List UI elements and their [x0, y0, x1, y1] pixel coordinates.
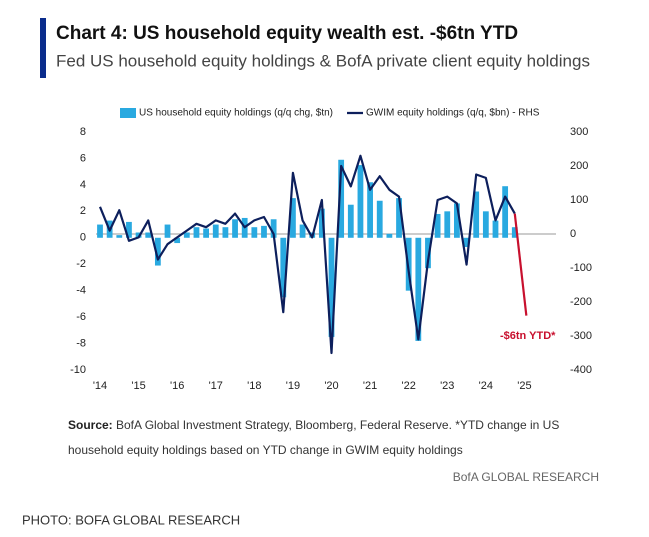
bar	[454, 203, 460, 238]
bar	[328, 237, 335, 337]
bar	[463, 237, 470, 248]
bar	[174, 237, 181, 244]
bar	[434, 213, 441, 238]
bar	[376, 200, 383, 238]
legend-swatch	[120, 108, 136, 118]
x-tick-label: '16	[170, 380, 184, 392]
chart-title: Chart 4: US household equity wealth est.…	[56, 23, 518, 44]
y-tick-label: -4	[76, 285, 86, 297]
bar	[183, 232, 190, 238]
x-tick-label: '22	[402, 380, 416, 392]
bar	[425, 237, 431, 269]
bar	[270, 219, 277, 238]
caption: PHOTO: BOFA GLOBAL RESEARCH	[22, 512, 240, 527]
bar	[251, 227, 258, 238]
bar	[212, 224, 219, 238]
line	[98, 154, 516, 355]
bar	[511, 227, 518, 238]
annotation: -$6tn YTD*	[500, 330, 556, 342]
x-tick-label: '24	[479, 380, 493, 392]
bar	[280, 237, 287, 298]
y-tick-label: 2	[80, 205, 86, 217]
legend-label: GWIM equity holdings (q/q, $bn) - RHS	[366, 108, 540, 119]
x-tick-label: '15	[131, 380, 145, 392]
x-tick-label: '25	[517, 380, 531, 392]
bar	[386, 233, 393, 238]
bar	[126, 221, 132, 238]
y2-tick-label: -100	[570, 262, 592, 274]
legend-label: US household equity holdings (q/q chg, $…	[139, 108, 333, 119]
bar	[135, 232, 142, 238]
y-tick-label: -8	[76, 337, 86, 349]
x-tick-label: '18	[247, 380, 261, 392]
title-accent	[40, 18, 46, 78]
y-tick-label: -6	[76, 311, 86, 323]
y2-tick-label: 300	[570, 126, 588, 138]
bar	[357, 165, 364, 238]
y2-tick-label: 100	[570, 194, 588, 206]
bar	[367, 182, 373, 238]
y-tick-label: -10	[70, 364, 86, 376]
bar	[290, 198, 296, 238]
y2-tick-label: 200	[570, 160, 588, 172]
bar	[444, 211, 451, 238]
y-tick-label: 6	[80, 152, 86, 164]
y-tick-label: -2	[76, 258, 86, 270]
bar	[338, 159, 345, 238]
bar	[318, 208, 325, 238]
x-tick-label: '14	[93, 380, 107, 392]
y-tick-label: 0	[80, 232, 86, 244]
bar	[299, 224, 306, 238]
bar	[492, 220, 499, 238]
x-tick-label: '19	[286, 380, 300, 392]
bar	[193, 227, 200, 238]
x-tick-label: '20	[324, 380, 338, 392]
bar	[232, 219, 238, 238]
bar	[222, 227, 229, 238]
bar	[347, 204, 354, 238]
bar	[261, 225, 267, 238]
bar	[154, 237, 161, 266]
y2-tick-label: -200	[570, 296, 592, 308]
bar	[473, 191, 480, 238]
x-tick-label: '23	[440, 380, 454, 392]
y2-tick-label: 0	[570, 228, 576, 240]
line	[513, 213, 528, 316]
bar	[502, 186, 509, 238]
bar	[482, 211, 489, 238]
bar	[203, 228, 209, 238]
y2-tick-label: -300	[570, 330, 592, 342]
x-tick-label: '17	[209, 380, 223, 392]
bar	[415, 237, 422, 341]
source: household equity holdings based on YTD c…	[68, 443, 463, 457]
bar	[164, 224, 171, 238]
bar	[116, 235, 123, 238]
y-tick-label: 4	[80, 179, 86, 191]
watermark: BofA GLOBAL RESEARCH	[453, 470, 599, 484]
bar	[97, 224, 103, 238]
x-tick-label: '21	[363, 380, 377, 392]
source: BofA Global Investment Strategy, Bloombe…	[116, 418, 559, 432]
y2-tick-label: -400	[570, 364, 592, 376]
bar	[396, 198, 402, 238]
chart-subtitle: Fed US household equity holdings & BofA …	[56, 51, 590, 70]
source-label: Source:	[68, 418, 113, 432]
bar	[145, 232, 152, 238]
y-tick-label: 8	[80, 126, 86, 138]
